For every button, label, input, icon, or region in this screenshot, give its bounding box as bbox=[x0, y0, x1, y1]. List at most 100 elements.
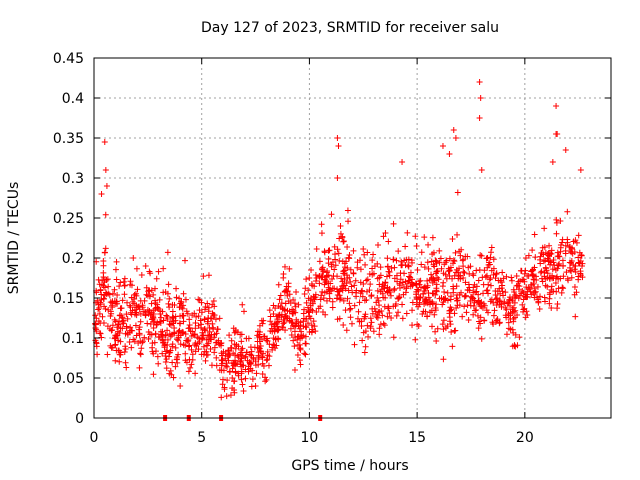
data-point bbox=[155, 360, 162, 367]
data-point bbox=[363, 288, 370, 295]
data-point bbox=[418, 249, 425, 256]
data-point bbox=[187, 328, 194, 335]
data-point bbox=[292, 322, 299, 329]
data-point bbox=[481, 302, 488, 309]
data-point bbox=[446, 255, 453, 262]
data-point bbox=[345, 218, 352, 225]
data-point bbox=[264, 356, 271, 363]
data-point bbox=[191, 310, 198, 317]
data-point bbox=[351, 341, 358, 348]
data-point bbox=[384, 313, 391, 320]
data-point bbox=[375, 242, 382, 249]
data-point bbox=[369, 271, 376, 278]
data-point bbox=[399, 301, 406, 308]
data-point bbox=[302, 333, 309, 340]
data-point bbox=[180, 318, 187, 325]
data-point bbox=[502, 289, 509, 296]
data-point bbox=[112, 266, 119, 273]
data-point bbox=[563, 269, 570, 276]
data-point bbox=[231, 378, 238, 385]
data-point bbox=[380, 320, 387, 327]
data-point bbox=[554, 305, 561, 312]
data-point bbox=[280, 316, 287, 323]
data-point bbox=[94, 351, 101, 358]
data-point bbox=[163, 312, 170, 319]
data-point bbox=[340, 267, 347, 274]
data-point bbox=[364, 322, 371, 329]
data-point bbox=[179, 330, 186, 337]
data-point bbox=[367, 325, 374, 332]
data-point bbox=[454, 231, 461, 238]
data-point bbox=[420, 290, 427, 297]
data-point bbox=[172, 344, 179, 351]
data-point bbox=[101, 139, 108, 145]
data-point bbox=[114, 332, 121, 339]
data-point bbox=[329, 275, 336, 282]
data-point bbox=[385, 305, 392, 312]
data-point bbox=[132, 322, 139, 329]
data-point bbox=[200, 351, 207, 358]
data-point bbox=[115, 321, 122, 328]
data-point bbox=[391, 285, 398, 292]
data-point bbox=[475, 277, 482, 284]
y-tick-label: 0.05 bbox=[53, 371, 84, 387]
data-point bbox=[114, 300, 121, 307]
data-point bbox=[182, 342, 189, 349]
data-point bbox=[472, 307, 479, 314]
data-point bbox=[238, 338, 245, 345]
data-point bbox=[452, 327, 459, 334]
y-tick-label: 0.15 bbox=[53, 291, 84, 307]
data-point bbox=[139, 302, 146, 309]
data-point bbox=[209, 320, 216, 327]
y-tick-label: 0.25 bbox=[53, 211, 84, 227]
data-point bbox=[288, 319, 295, 326]
data-point bbox=[355, 308, 362, 315]
data-point bbox=[157, 319, 164, 326]
data-point bbox=[548, 304, 555, 311]
data-point bbox=[242, 375, 249, 382]
data-point bbox=[343, 280, 350, 287]
data-point bbox=[429, 323, 436, 330]
data-point bbox=[305, 320, 312, 327]
data-point bbox=[531, 264, 538, 271]
data-point bbox=[421, 283, 428, 290]
data-point bbox=[503, 331, 510, 338]
data-point bbox=[414, 321, 421, 328]
data-point bbox=[409, 259, 416, 266]
data-point bbox=[379, 283, 386, 290]
data-point bbox=[159, 350, 166, 357]
data-point bbox=[111, 286, 118, 293]
data-point bbox=[376, 325, 383, 332]
data-point bbox=[549, 266, 556, 273]
data-point bbox=[357, 266, 364, 273]
data-point bbox=[329, 298, 336, 305]
data-point bbox=[494, 316, 501, 323]
data-point bbox=[257, 348, 264, 355]
data-point bbox=[541, 225, 548, 232]
data-point bbox=[283, 283, 290, 290]
data-point bbox=[519, 276, 526, 283]
data-point bbox=[537, 269, 544, 276]
data-point bbox=[418, 261, 425, 268]
data-point bbox=[238, 376, 245, 383]
data-point bbox=[508, 277, 515, 284]
data-point bbox=[514, 342, 521, 349]
data-point bbox=[205, 272, 212, 279]
data-point bbox=[501, 300, 508, 307]
data-point bbox=[356, 299, 363, 306]
data-point bbox=[197, 317, 204, 324]
data-point bbox=[441, 261, 448, 268]
data-point bbox=[184, 338, 191, 345]
data-point bbox=[192, 325, 199, 332]
data-point bbox=[267, 328, 274, 335]
data-point bbox=[569, 250, 576, 257]
data-point bbox=[454, 302, 461, 309]
data-point bbox=[103, 183, 110, 189]
data-point bbox=[118, 305, 125, 312]
data-point bbox=[539, 278, 546, 285]
data-point bbox=[446, 273, 453, 280]
data-point bbox=[455, 275, 462, 282]
y-tick-label: 0 bbox=[75, 411, 84, 427]
data-point bbox=[491, 307, 498, 314]
data-point bbox=[175, 328, 182, 335]
